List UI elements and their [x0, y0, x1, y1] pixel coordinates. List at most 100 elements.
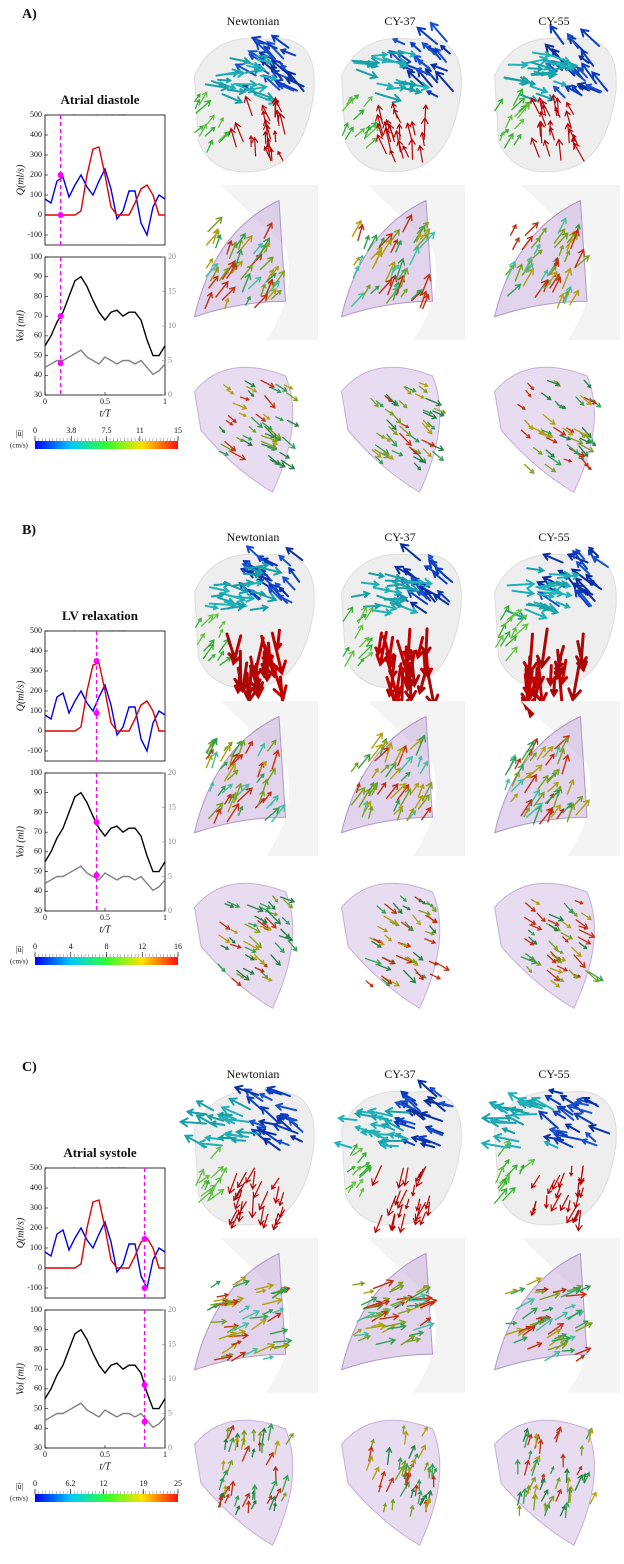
y-tick-label: -100	[27, 1283, 42, 1292]
flow-arrow	[545, 753, 555, 766]
flow-arrow	[260, 283, 267, 297]
flow-arrow	[360, 1162, 370, 1169]
flow-arrow	[563, 285, 573, 305]
flow-arrow	[233, 1084, 260, 1096]
flow-arrow	[248, 922, 258, 928]
flow-arrow	[404, 956, 417, 964]
column-header: Newtonian	[227, 1067, 280, 1081]
flow-arrow	[421, 806, 432, 821]
flow-arrow	[410, 1135, 431, 1144]
flow-arrow	[377, 781, 387, 795]
flow-arrow	[211, 750, 219, 769]
flow-arrow	[425, 1498, 431, 1512]
flow-arrow	[210, 1280, 221, 1288]
flow-arrow	[542, 745, 554, 759]
flow-arrow	[220, 1469, 228, 1484]
flow-arrow	[278, 1192, 285, 1207]
flow-arrow	[372, 586, 392, 594]
flow-arrow	[504, 778, 511, 791]
flow-arrow	[549, 24, 565, 45]
y-tick-label: 40	[34, 886, 42, 895]
flow-arrow	[529, 85, 549, 94]
flow-arrow	[256, 58, 273, 65]
flow-arrow	[409, 1330, 425, 1337]
flow-arrow	[204, 126, 216, 137]
flow-arrow	[185, 1108, 208, 1117]
flow-arrow	[579, 437, 591, 444]
flow-arrow	[402, 1167, 409, 1187]
colorbar-tick-label: 3.8	[66, 426, 76, 435]
flow-arrow	[543, 1502, 548, 1512]
flow-arrow	[542, 413, 556, 426]
flow-arrow	[425, 1201, 432, 1217]
flow-arrow	[528, 936, 538, 945]
flow-arrow	[422, 448, 432, 458]
y-axis-label: Vol (ml)	[15, 309, 26, 342]
flow-arrow	[271, 1121, 299, 1135]
flow-arrow	[537, 774, 549, 790]
column-header: CY-37	[384, 14, 415, 28]
flow-arrow	[527, 382, 535, 391]
flow-arrow	[371, 767, 379, 779]
flow-arrow	[248, 1195, 257, 1219]
flow-arrow	[518, 1325, 532, 1333]
flow-arrow	[358, 787, 371, 808]
flow-arrow	[264, 767, 276, 786]
flow-arrow	[432, 593, 450, 606]
flow-arrow	[262, 130, 268, 145]
flow-arrow	[353, 109, 365, 121]
flow-arrow	[574, 588, 590, 608]
flow-arrow	[429, 63, 448, 72]
flow-arrow	[558, 244, 565, 257]
flow-arrow	[389, 149, 396, 163]
flow-arrow	[528, 1476, 536, 1490]
flow-arrow	[381, 975, 393, 985]
flow-arrow	[517, 403, 526, 410]
flow-arrow	[227, 1172, 238, 1195]
flow-arrow	[525, 263, 534, 273]
y2-tick-label: 20	[168, 1305, 176, 1314]
flow-arrow	[575, 1322, 594, 1332]
flow-arrow	[410, 120, 416, 136]
y-tick-label: 200	[30, 686, 42, 695]
flow-arrow	[204, 604, 220, 611]
colorbar-tick-label: 0	[33, 426, 37, 435]
flow-arrow	[543, 1195, 549, 1210]
flow-arrow	[271, 803, 286, 823]
flow-arrow	[553, 426, 567, 436]
flow-arrow	[530, 61, 552, 71]
flow-arrow	[390, 782, 407, 799]
flow-arrow	[422, 419, 431, 428]
flow-arrow	[371, 785, 378, 796]
flow-arrow	[384, 741, 394, 763]
flow-arrow	[257, 565, 283, 576]
y2-tick-label: 10	[168, 321, 176, 330]
flow-arrow	[257, 789, 266, 807]
flow-arrow	[575, 396, 585, 407]
flow-arrow	[243, 95, 253, 117]
flow-arrow	[382, 120, 392, 143]
chamber-silhouette	[220, 185, 318, 340]
flow-arrow	[580, 49, 595, 67]
flow-arrow	[524, 221, 539, 236]
flow-arrow	[390, 411, 402, 425]
flow-arrow	[261, 976, 273, 982]
flow-arrow	[575, 1182, 581, 1198]
colorbar-tick-label: 6.2	[65, 1479, 75, 1488]
flow-arrow	[550, 93, 558, 117]
flow-arrow	[500, 604, 510, 621]
flow-arrow	[555, 1488, 562, 1502]
flow-arrow	[275, 416, 284, 422]
flow-arrow	[548, 265, 557, 276]
flow-arrow	[416, 26, 439, 46]
flow-arrow	[568, 969, 578, 980]
flow-arrow	[224, 440, 237, 452]
flow-arrow	[364, 606, 374, 621]
flow-arrow	[559, 1194, 570, 1212]
flow-arrow	[217, 1111, 233, 1118]
chamber-silhouette	[220, 1238, 318, 1393]
flow-arrow	[226, 802, 240, 823]
flow-arrow	[524, 256, 533, 272]
y2-tick-label: 0	[168, 390, 172, 399]
flow-arrow	[419, 1317, 432, 1327]
